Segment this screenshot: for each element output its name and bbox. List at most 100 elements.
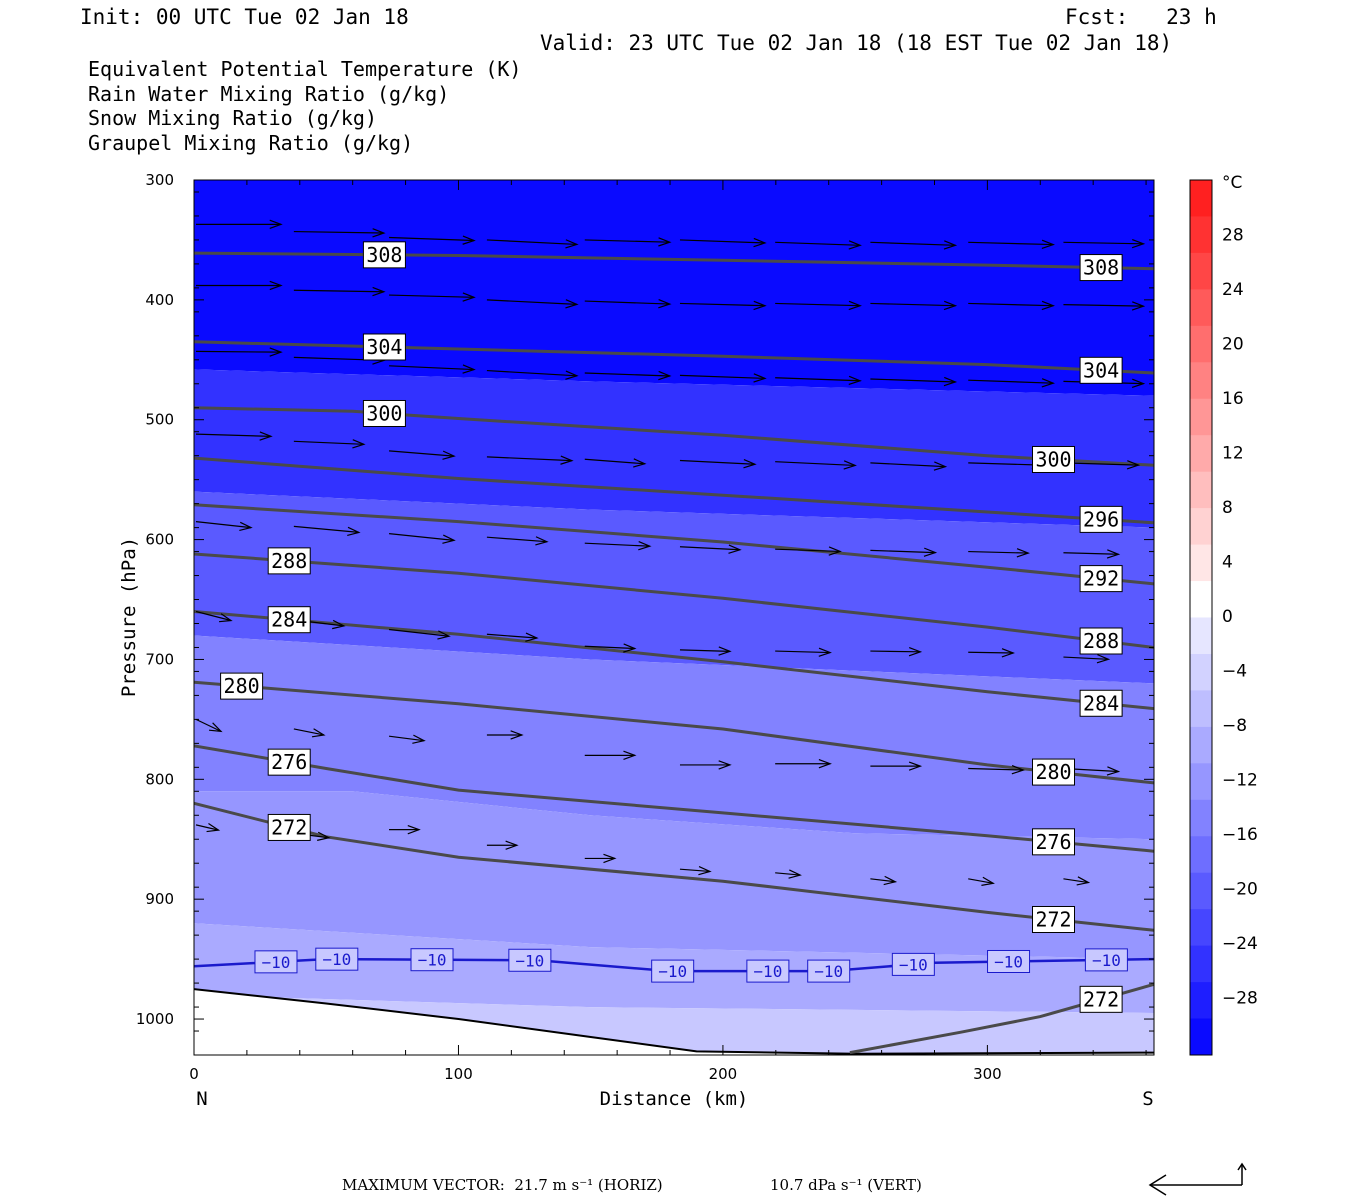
wind-vector xyxy=(195,823,221,833)
temperature-contour-label: −10 xyxy=(651,959,695,983)
wind-vector xyxy=(293,525,361,537)
contour-label-272-right: 272 xyxy=(1032,905,1076,933)
svg-text:272: 272 xyxy=(1083,987,1119,1011)
temperature-contour-label: −10 xyxy=(410,948,454,972)
temperature-contour-label: −10 xyxy=(254,950,298,974)
wind-vector xyxy=(870,646,923,657)
wind-vector xyxy=(196,280,283,291)
colorbar-label: 16 xyxy=(1222,389,1244,409)
x-axis-title: Distance (km) xyxy=(600,1088,749,1110)
temp-band-4 xyxy=(194,791,1154,960)
wind-vector xyxy=(870,461,948,471)
wind-vector xyxy=(679,237,767,248)
svg-text:288: 288 xyxy=(1083,629,1119,653)
colorbar-swatch xyxy=(1190,362,1212,400)
wind-vector xyxy=(389,235,476,245)
theta-e-contour-296 xyxy=(194,456,1154,525)
wind-vector xyxy=(293,728,326,738)
y-tick-label: 600 xyxy=(145,531,174,549)
theta-e-contour-292 xyxy=(194,503,1154,586)
temp-band-0 xyxy=(194,180,1154,396)
terrain xyxy=(194,988,1154,1055)
colorbar-swatch xyxy=(1190,653,1212,691)
colorbar-swatch xyxy=(1190,690,1212,728)
temperature-contour-label: −10 xyxy=(746,959,790,983)
wind-vector xyxy=(870,761,923,771)
colorbar-swatch xyxy=(1190,726,1212,764)
contour-label-284-left: 284 xyxy=(267,606,311,634)
contour-label-300-left: 300 xyxy=(362,399,406,427)
wind-vector xyxy=(293,286,386,297)
wind-vector xyxy=(388,734,426,744)
colorbar-swatch xyxy=(1190,471,1212,509)
wind-vector xyxy=(388,532,456,544)
colorbar-swatch xyxy=(1190,617,1212,655)
svg-text:300: 300 xyxy=(1035,447,1071,471)
colorbar-swatch xyxy=(1190,982,1212,1020)
y-tick-label: 800 xyxy=(145,770,174,788)
wind-vector xyxy=(775,647,832,657)
x-tick-label: 200 xyxy=(709,1065,738,1083)
theta-e-contour-284 xyxy=(194,610,1154,711)
colorbar-swatch xyxy=(1190,799,1212,837)
wind-vector xyxy=(1063,549,1121,559)
colorbar-swatch xyxy=(1190,544,1212,582)
contour-label-272-lower: 272 xyxy=(1079,985,1123,1013)
valid-time: Valid: 23 UTC Tue 02 Jan 18 (18 EST Tue … xyxy=(540,31,1173,55)
wind-vector xyxy=(775,869,802,879)
wind-vector xyxy=(584,458,647,468)
wind-vector xyxy=(968,765,1025,775)
svg-text:−10: −10 xyxy=(322,950,351,969)
svg-text:284: 284 xyxy=(1083,691,1119,715)
contour-label-288-left: 288 xyxy=(267,547,311,575)
x-tick-label: 0 xyxy=(189,1065,199,1083)
y-tick-label: 300 xyxy=(145,171,174,189)
colorbar-label: −12 xyxy=(1222,771,1258,791)
colorbar: °C 28 24 20 16 12 8 4 0 −4 −8 −12 −16 −20 −24 −28 xyxy=(1189,173,1258,1056)
colorbar-label: 12 xyxy=(1222,444,1244,464)
y-tick-label: 700 xyxy=(145,650,174,668)
wind-vector xyxy=(486,369,579,380)
wind-vector xyxy=(195,718,223,733)
wind-vector xyxy=(968,548,1030,558)
contour-labels: 308 308 304 304 300 300 296 292 288 288 284 284 280 2… xyxy=(220,241,1128,1013)
contour-label-308-left: 308 xyxy=(362,241,406,269)
colorbar-swatch xyxy=(1190,325,1212,363)
axes: 300 400 500 600 700 800 900 1000 0 100 200 300 xyxy=(136,171,1154,1083)
x-axis-left-label: N xyxy=(196,1088,207,1110)
contour-label-276-left: 276 xyxy=(267,748,311,776)
wind-vector xyxy=(389,364,476,374)
colorbar-label: −8 xyxy=(1222,716,1247,736)
colorbar-swatch xyxy=(1190,763,1212,801)
colorbar-swatch xyxy=(1190,435,1212,473)
colorbar-label: −28 xyxy=(1222,989,1258,1009)
wind-vector xyxy=(775,375,862,386)
svg-text:−10: −10 xyxy=(899,955,928,974)
init-time: Init: 00 UTC Tue 02 Jan 18 xyxy=(80,5,409,29)
colorbar-swatch xyxy=(1190,945,1212,983)
colorbar-swatch xyxy=(1190,1018,1212,1056)
temperature-contour-label: −10 xyxy=(987,949,1031,973)
contour-label-276-right: 276 xyxy=(1032,828,1076,856)
svg-text:276: 276 xyxy=(271,750,307,774)
colorbar-label: −24 xyxy=(1222,934,1258,954)
wind-vector xyxy=(968,300,1055,311)
svg-text:300: 300 xyxy=(366,401,402,425)
svg-text:−10: −10 xyxy=(515,951,544,970)
wind-vector xyxy=(1063,238,1146,249)
wind-vector xyxy=(389,824,421,835)
max-vector-vert: 10.7 dPa s⁻¹ (VERT) xyxy=(770,1176,922,1194)
colorbar-swatch xyxy=(1190,581,1212,618)
wind-vector xyxy=(679,459,757,469)
wind-vector xyxy=(968,876,995,886)
contour-label-296-right: 296 xyxy=(1079,505,1123,533)
wind-vector xyxy=(486,840,519,850)
wind-vector xyxy=(775,300,862,311)
colorbar-swatch xyxy=(1190,216,1212,254)
colorbar-swatch xyxy=(1190,508,1212,546)
wind-vector xyxy=(486,239,579,249)
svg-text:280: 280 xyxy=(1035,760,1071,784)
colorbar-label: 20 xyxy=(1222,335,1244,355)
colorbar-swatch xyxy=(1190,180,1212,217)
wind-vector xyxy=(870,875,898,886)
